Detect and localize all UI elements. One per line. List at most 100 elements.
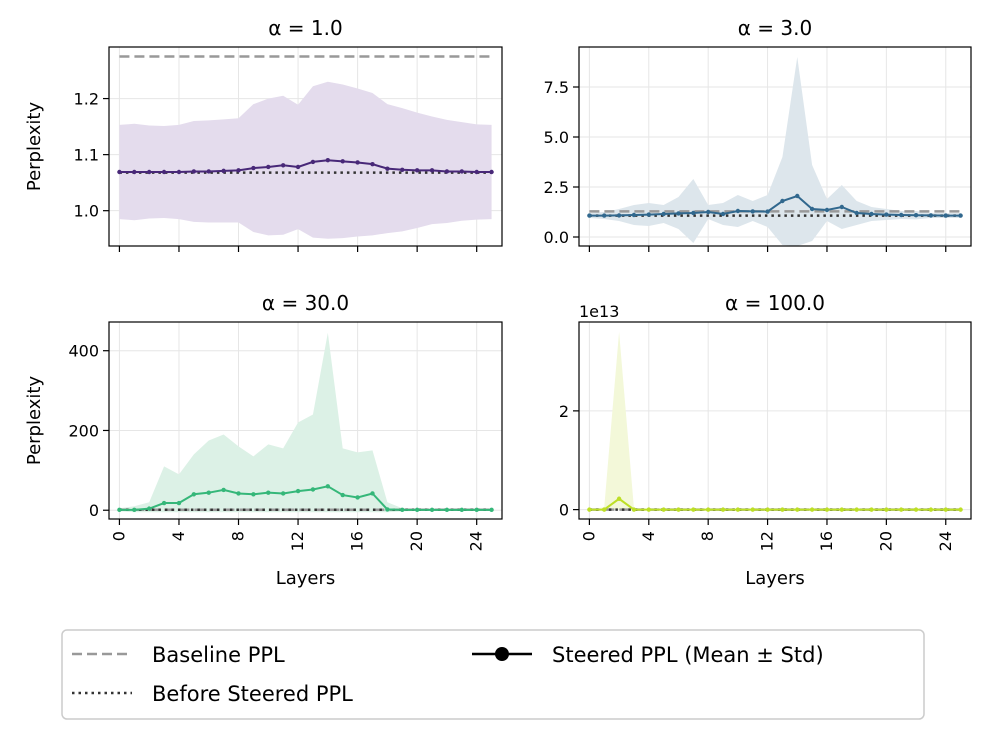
y-axis-label: Perplexity — [24, 102, 45, 192]
steered-ppl-point — [720, 507, 726, 512]
steered-ppl-point — [176, 500, 182, 506]
steered-ppl-point — [117, 507, 122, 513]
steered-ppl-point — [295, 488, 301, 494]
steered-ppl-line — [589, 497, 961, 511]
steered-ppl-point — [280, 491, 286, 496]
steered-ppl-point — [676, 507, 681, 512]
axes-frame — [108, 46, 503, 247]
steered-ppl-point — [370, 161, 375, 167]
x-axis-label: Layers — [745, 568, 805, 589]
steered-ppl-point — [429, 168, 435, 173]
steered-ppl-point — [705, 507, 711, 512]
steered-ppl-point — [251, 165, 256, 171]
axes-frame — [108, 321, 503, 520]
steered-ppl-point — [117, 169, 122, 175]
y-tick-label: 2.5 — [544, 178, 569, 197]
steered-ppl-line — [589, 194, 961, 217]
steered-ppl-point — [587, 507, 592, 512]
y-tick-label: 1.2 — [74, 90, 99, 109]
steered-ppl-point — [400, 507, 405, 513]
steered-ppl-point — [280, 163, 286, 168]
y-tick-label: 1.0 — [74, 202, 99, 221]
subplot-title: α = 3.0 — [738, 16, 812, 40]
steered-ppl-point — [780, 507, 785, 512]
steered-ppl-point — [943, 507, 948, 512]
steered-ppl-point — [251, 492, 256, 497]
steered-ppl-point — [616, 496, 622, 501]
steered-ppl-point — [340, 159, 345, 164]
x-tick-label: 8 — [698, 531, 717, 541]
steered-ppl-point — [720, 211, 726, 217]
steered-ppl-point — [444, 507, 450, 513]
x-tick-label: 16 — [348, 531, 367, 551]
steered-ppl-point — [176, 169, 182, 175]
steered-ppl-point — [795, 193, 800, 199]
steered-ppl-point — [854, 507, 859, 512]
steered-ppl-point — [646, 212, 651, 217]
steered-ppl-point — [958, 507, 963, 512]
legend-baseline-label: Baseline PPL — [152, 643, 285, 667]
subplot-4: 0 4 8 12 16 20 24 0 2 α = 100.0 Layers 1e13 — [559, 291, 972, 589]
x-tick-label: 20 — [876, 531, 895, 551]
steered-ppl-line — [119, 485, 492, 511]
subplot-title: α = 30.0 — [262, 291, 349, 315]
steered-ppl-point — [913, 507, 919, 512]
steered-ppl-point — [602, 507, 607, 512]
subplot-2: 0.0 2.5 5.0 7.5 α = 3.0 — [544, 16, 972, 252]
y-offset-label: 1e13 — [579, 302, 619, 321]
steered-ppl-point — [340, 492, 345, 498]
steered-ppl-point — [355, 160, 360, 165]
steered-ppl-point — [795, 507, 800, 512]
steered-ppl-point — [854, 210, 859, 216]
steered-ppl-point — [824, 207, 830, 213]
steered-ppl-point — [809, 507, 815, 512]
steered-ppl-point — [616, 213, 622, 218]
steered-ppl-point — [884, 507, 889, 512]
subplot-title: α = 1.0 — [268, 16, 342, 40]
steered-ppl-point — [161, 500, 167, 506]
std-band — [119, 332, 492, 513]
steered-ppl-point — [310, 487, 316, 492]
steered-ppl-point — [325, 158, 331, 163]
steered-ppl-point — [928, 507, 934, 512]
legend-steered-label: Steered PPL (Mean ± Std) — [552, 643, 824, 667]
subplot-3: 0 4 8 12 16 20 24 0 200 400 α = 30.0 Perplexity Laye… — [24, 291, 503, 589]
steered-ppl-point — [429, 507, 435, 513]
x-tick-label: 8 — [229, 531, 248, 541]
steered-ppl-point — [750, 507, 755, 512]
axes-frame — [578, 46, 972, 247]
subplot-1: 1.0 1.1 1.2 α = 1.0 Perplexity — [24, 16, 503, 252]
steered-ppl-point — [765, 209, 770, 214]
x-tick-label: 24 — [936, 531, 955, 551]
steered-ppl-point — [132, 507, 137, 513]
steered-ppl-point — [705, 209, 711, 215]
x-tick-label: 20 — [407, 531, 426, 551]
std-band — [589, 331, 961, 510]
steered-ppl-point — [474, 169, 479, 175]
steered-ppl-point — [191, 492, 197, 497]
steered-ppl-point — [780, 198, 785, 204]
y-tick-label: 0 — [89, 501, 99, 520]
x-tick-label: 0 — [579, 531, 598, 541]
steered-ppl-point — [191, 169, 197, 174]
steered-ppl-point — [899, 212, 904, 218]
steered-ppl-point — [809, 206, 815, 212]
x-tick-label: 0 — [109, 531, 128, 541]
steered-ppl-point — [266, 164, 271, 170]
steered-ppl-point — [839, 204, 845, 210]
steered-ppl-point — [765, 507, 770, 512]
steered-ppl-point — [221, 168, 226, 174]
steered-ppl-point — [676, 211, 681, 216]
y-tick-label: 0.0 — [544, 228, 569, 247]
y-tick-label: 400 — [68, 342, 99, 361]
steered-ppl-point — [735, 507, 741, 512]
steered-ppl-point — [735, 208, 741, 214]
steered-ppl-point — [385, 166, 390, 171]
x-tick-label: 16 — [817, 531, 836, 551]
steered-ppl-point — [869, 507, 874, 512]
subplot-title: α = 100.0 — [725, 291, 825, 315]
x-tick-label: 12 — [288, 531, 307, 551]
y-axis-label: Perplexity — [24, 376, 45, 466]
steered-ppl-point — [899, 507, 904, 512]
steered-ppl-point — [266, 490, 271, 495]
